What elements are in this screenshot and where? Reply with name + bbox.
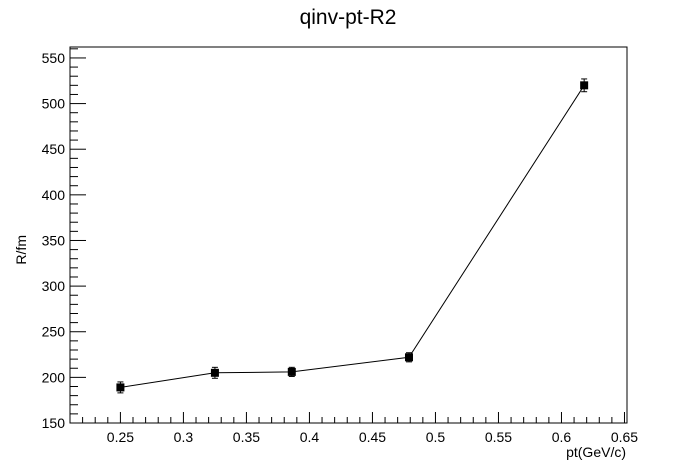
x-tick-label: 0.45 [359,429,386,445]
x-tick-label: 0.25 [107,429,134,445]
y-tick-label: 550 [42,50,66,66]
plot-frame [69,46,628,424]
y-tick-label: 300 [42,278,66,294]
x-tick-label: 0.65 [611,429,638,445]
x-tick-label: 0.4 [300,429,320,445]
x-tick-label: 0.3 [174,429,194,445]
data-point-marker [404,353,413,362]
data-series [116,78,589,394]
data-point-marker [580,81,589,90]
y-tick-label: 350 [42,232,66,248]
x-tick-label: 0.35 [233,429,260,445]
x-tick-label: 0.6 [552,429,572,445]
x-tick-label: 0.5 [426,429,446,445]
data-point-marker [287,367,296,376]
x-axis: 0.25 0.3 0.35 0.4 0.45 0.5 0.55 0.6 0.65 [69,412,638,445]
y-axis-title: R/fm [13,235,29,265]
data-point-marker [116,383,125,392]
y-tick-label: 500 [42,96,66,112]
series-line [120,85,585,388]
y-tick-label: 450 [42,141,66,157]
y-tick-label: 200 [42,369,66,385]
y-tick-label: 250 [42,324,66,340]
y-tick-label: 150 [42,415,66,431]
x-tick-label: 0.55 [485,429,512,445]
data-point-marker [210,368,219,377]
x-axis-title: pt(GeV/c) [566,444,626,460]
y-tick-label: 400 [42,187,66,203]
y-axis: 150 200 250 300 350 400 450 500 550 [42,48,86,431]
chart-title: qinv-pt-R2 [300,6,397,29]
